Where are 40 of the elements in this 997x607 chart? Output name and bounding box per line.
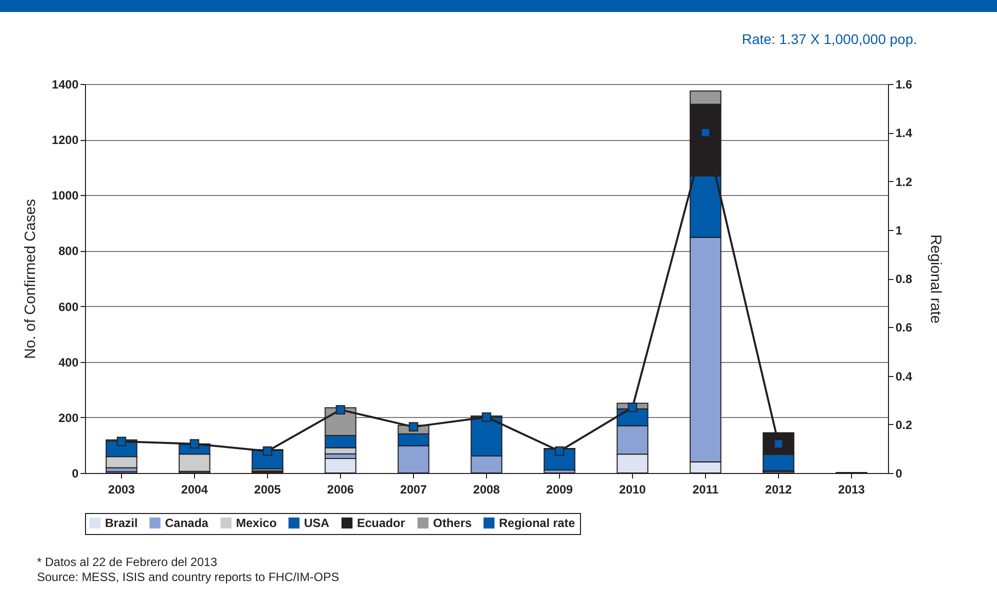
legend-label: Regional rate [499, 516, 576, 530]
legend-label: Mexico [236, 516, 277, 530]
x-tick-label: 2013 [838, 482, 866, 496]
y2-tick-label: 0 [896, 466, 902, 480]
y-tick-label: 1400 [52, 78, 79, 92]
x-tick-label: 2012 [765, 482, 792, 496]
x-tick-label: 2011 [692, 482, 719, 496]
source-note: Source: MESS, ISIS and country reports to FHC/IM-OPS [37, 570, 340, 585]
legend-label: Canada [165, 516, 209, 530]
chart-subtitle: Rate: 1.37 X 1,000,000 pop. [742, 31, 917, 47]
x-tick-label: 2007 [400, 482, 428, 496]
y2-tick-label: 0.8 [896, 272, 913, 286]
x-tick-label: 2008 [473, 482, 500, 496]
legend-label: Brazil [105, 516, 138, 530]
y2-tick-label: 0.2 [896, 418, 913, 432]
y2-axis-title: Regional rate [927, 234, 944, 324]
y2-tick-label: 1 [896, 223, 902, 238]
y-tick-label: 0 [72, 466, 79, 480]
x-tick-label: 2004 [181, 482, 208, 496]
x-tick-label: 2006 [327, 482, 354, 496]
y-tick-label: 400 [58, 355, 79, 370]
y2-tick-label: 1.4 [896, 126, 913, 140]
legend-label: Ecuador [357, 516, 406, 530]
x-tick-label: 2005 [254, 482, 282, 496]
y-tick-label: 1000 [52, 188, 79, 203]
x-tick-label: 2010 [619, 482, 646, 496]
legend-label: Others [433, 516, 472, 530]
legend-label: USA [304, 516, 330, 530]
y2-tick-label: 1.6 [896, 78, 913, 92]
text: * Datos al 22 de Febrero del 2013 [37, 555, 218, 570]
y-tick-label: 1200 [52, 133, 79, 148]
y-tick-label: 600 [58, 300, 79, 314]
x-tick-label: 2003 [108, 482, 136, 496]
y-tick-label: 200 [58, 410, 79, 425]
y2-tick-label: 0.4 [896, 369, 913, 384]
y2-tick-label: 1.2 [896, 174, 913, 189]
x-tick-label: 2009 [546, 482, 574, 496]
y2-tick-label: 0.6 [896, 320, 913, 335]
y-axis-title: No. of Confirmed Cases [22, 198, 39, 360]
y-tick-label: 800 [58, 244, 79, 258]
